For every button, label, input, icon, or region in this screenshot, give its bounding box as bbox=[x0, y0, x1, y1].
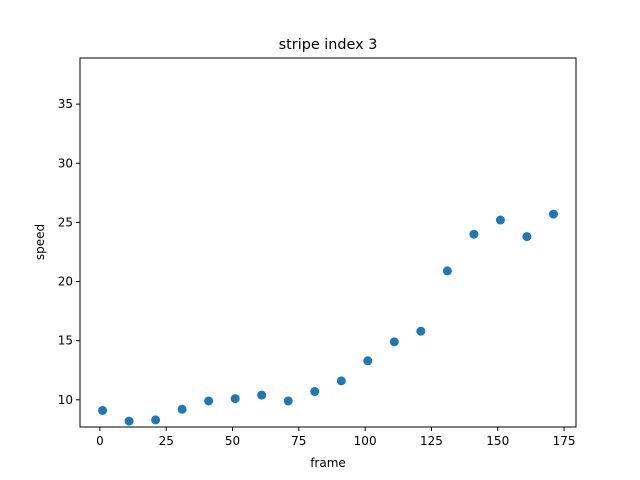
x-tick-label: 150 bbox=[486, 434, 509, 448]
x-tick-label: 125 bbox=[420, 434, 443, 448]
data-point bbox=[469, 229, 479, 239]
data-point bbox=[177, 404, 187, 414]
data-point bbox=[204, 396, 214, 406]
x-tick-label: 175 bbox=[553, 434, 576, 448]
data-point bbox=[151, 415, 161, 425]
data-point bbox=[336, 376, 346, 386]
data-point bbox=[389, 337, 399, 347]
y-tick-label: 30 bbox=[58, 156, 73, 170]
y-tick-label: 10 bbox=[58, 393, 73, 407]
data-point bbox=[522, 232, 532, 242]
data-point bbox=[257, 390, 267, 400]
data-point bbox=[310, 387, 320, 397]
data-point bbox=[230, 394, 240, 404]
data-point bbox=[442, 266, 452, 276]
axis-ticks: 0 25 50 75 100 125 150 175 10 15 20 25 30 35 bbox=[58, 97, 576, 448]
x-tick-label: 25 bbox=[159, 434, 174, 448]
y-tick-label: 25 bbox=[58, 215, 73, 229]
x-tick-label: 100 bbox=[354, 434, 377, 448]
y-tick-label: 20 bbox=[58, 275, 73, 289]
data-points bbox=[98, 209, 558, 426]
data-point bbox=[416, 326, 426, 336]
y-tick-label: 15 bbox=[58, 334, 73, 348]
plot-area-frame bbox=[79, 57, 577, 428]
x-axis-title: frame bbox=[310, 456, 346, 470]
x-tick-label: 50 bbox=[225, 434, 240, 448]
chart-title: stripe index 3 bbox=[279, 37, 378, 53]
data-point bbox=[363, 356, 373, 366]
data-point bbox=[124, 416, 134, 426]
data-point bbox=[495, 215, 505, 225]
data-point bbox=[548, 209, 558, 219]
x-tick-label: 75 bbox=[291, 434, 306, 448]
y-tick-label: 35 bbox=[58, 97, 73, 111]
data-point bbox=[98, 405, 108, 415]
y-axis-title: speed bbox=[33, 224, 47, 260]
data-point bbox=[283, 396, 293, 406]
x-tick-label: 0 bbox=[96, 434, 104, 448]
